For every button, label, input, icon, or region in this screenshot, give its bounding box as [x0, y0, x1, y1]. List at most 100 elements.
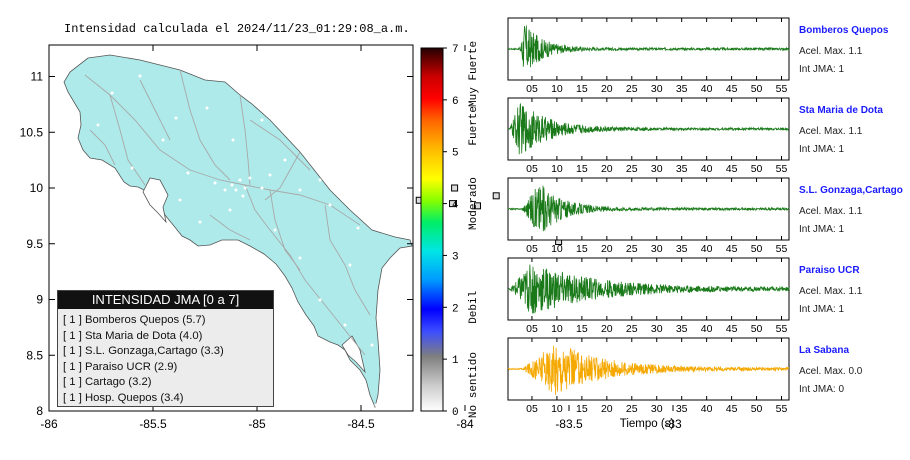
waveform-trace [507, 264, 790, 314]
scale-tick-label: 0 [452, 407, 459, 419]
golfo-dulce [341, 335, 366, 374]
map-x-tick-label: -85 [248, 417, 266, 431]
scale-tick-label: 4 [452, 200, 459, 212]
station-marker [451, 184, 459, 192]
station-jma-intensity: Int JMA: 1 [799, 144, 845, 155]
map-y-tick-label: 10 [30, 181, 44, 195]
scale-category-label: No sentido [468, 352, 480, 418]
waveform-x-tick-label: 15 [576, 163, 588, 175]
waveform-x-tick-label: 10 [551, 403, 563, 415]
station-name: La Sabana [799, 345, 850, 356]
scale-category-label: Muy Fuerte [468, 41, 480, 107]
waveform-x-tick-label: 55 [776, 163, 788, 175]
waveform-x-tick-label: 55 [776, 403, 788, 415]
waveform-x-tick-label: 15 [576, 403, 588, 415]
waveform-x-tick-label: 45 [726, 163, 738, 175]
waveform-x-tick-label: 45 [726, 83, 738, 95]
station-name: S.L. Gonzaga,Cartago [799, 185, 903, 196]
waveform-x-tick-label: 05 [526, 403, 538, 415]
station-jma-intensity: Int JMA: 1 [799, 224, 845, 235]
station-acel-max: Acel. Max. 1.1 [799, 286, 863, 297]
map-x-tick-label: -84.5 [347, 417, 375, 431]
waveform-x-tick-label: 10 [551, 163, 563, 175]
waveform-panels: 05 10 15 20 25 30 35 40 45 50 55 05 10 15 20 25 30 35 40 45… [507, 17, 790, 415]
map-x-tick-label: -83 [664, 417, 682, 431]
waveform-x-tick-label: 55 [776, 323, 788, 335]
map-x-tick-label: -84 [456, 417, 474, 431]
map-y-tick-label: 10.5 [20, 125, 44, 139]
waveform-x-tick-label: 30 [651, 163, 663, 175]
waveform-trace [507, 102, 790, 155]
intensity-legend: INTENSIDAD JMA [0 a 7] [ 1 ] Bomberos Qu… [57, 290, 274, 407]
scale-tick-label: 7 [452, 44, 459, 56]
waveform-x-tick-label: 45 [726, 323, 738, 335]
station-acel-max: Acel. Max. 0.0 [799, 366, 863, 377]
waveform-x-tick-label: 05 [526, 323, 538, 335]
map-title: Intensidad calculada el 2024/11/23_01:29… [64, 22, 410, 36]
legend-list: [ 1 ] Bomberos Quepos (5.7) [ 1 ] Sta Ma… [63, 313, 273, 406]
waveform-x-tick-label: 40 [701, 83, 713, 95]
scale-tick-label: 2 [452, 303, 459, 315]
station-acel-max: Acel. Max. 1.1 [799, 206, 863, 217]
waveform-x-tick-label: 05 [526, 163, 538, 175]
waveform-x-tick-label: 45 [726, 403, 738, 415]
station-marker [492, 192, 500, 200]
waveform-trace [507, 345, 790, 396]
color-scale-ticks: 0 1 2 3 4 5 6 7 [443, 44, 459, 419]
waveform-trace [507, 25, 790, 68]
waveform-x-tick-label: 50 [751, 83, 763, 95]
waveform-x-tick-label: 15 [576, 323, 588, 335]
station-jma-intensity: Int JMA: 1 [799, 64, 845, 75]
waveform-x-tick-label: 40 [701, 163, 713, 175]
waveform-x-tick-label: 45 [726, 243, 738, 255]
legend-item: [ 1 ] Paraiso UCR (2.9) [63, 360, 178, 373]
scale-category-label: Fuerte [468, 106, 480, 146]
waveform-x-tick-label: 25 [626, 83, 638, 95]
map-x-tick-label: -85.5 [139, 417, 167, 431]
waveform-x-tick-label: 30 [651, 403, 663, 415]
waveform-x-tick-label: 10 [551, 243, 563, 255]
waveform-x-tick-label: 25 [626, 243, 638, 255]
waveform-x-tick-label: 50 [751, 403, 763, 415]
map-y-tick-label: 11 [31, 70, 44, 84]
waveform-x-tick-label: 25 [626, 403, 638, 415]
waveform-panel: 05 10 15 20 25 30 35 40 45 50 55 [507, 177, 790, 255]
waveform-x-tick-label: 35 [676, 83, 688, 95]
waveform-x-tick-label: 10 [551, 83, 563, 95]
map-y-tick-label: 9 [36, 293, 43, 307]
legend-item: [ 1 ] S.L. Gonzaga,Cartago (3.3) [63, 345, 224, 357]
waveform-x-tick-label: 20 [601, 243, 613, 255]
waveform-x-tick-label: 55 [776, 83, 788, 95]
station-marker [473, 202, 481, 210]
jma-color-bar [420, 47, 444, 412]
scale-tick-label: 1 [452, 355, 459, 367]
station-marker [449, 200, 457, 208]
waveform-x-tick-label: 30 [651, 243, 663, 255]
station-name: Sta Maria de Dota [799, 105, 883, 116]
waveform-panel: 05 10 15 20 25 30 35 40 45 50 55 [507, 17, 790, 95]
waveform-x-tick-label: 40 [701, 323, 713, 335]
waveform-x-axis-label: Tiempo (s) [620, 418, 675, 430]
waveform-x-tick-label: 20 [601, 163, 613, 175]
waveform-x-tick-label: 55 [776, 243, 788, 255]
waveform-x-tick-label: 05 [526, 243, 538, 255]
waveform-x-tick-label: 35 [676, 163, 688, 175]
waveform-x-tick-label: 50 [751, 163, 763, 175]
waveform-panel: 05 10 15 20 25 30 35 40 45 50 55 [507, 337, 790, 415]
station-acel-max: Acel. Max. 1.1 [799, 126, 863, 137]
waveform-x-tick-label: 35 [676, 403, 688, 415]
waveform-x-tick-label: 30 [651, 83, 663, 95]
station-name: Bomberos Quepos [799, 25, 889, 36]
map-y-tick-label: 8 [36, 404, 43, 418]
waveform-x-tick-label: 40 [701, 403, 713, 415]
road-network [84, 69, 371, 356]
waveform-x-tick-label: 25 [626, 163, 638, 175]
legend-item: [ 1 ] Hosp. Quepos (3.4) [63, 391, 184, 404]
waveform-x-tick-label: 50 [751, 243, 763, 255]
waveform-x-tick-label: 15 [576, 243, 588, 255]
city-markers [96, 74, 378, 407]
legend-item: [ 1 ] Cartago (3.2) [63, 376, 152, 388]
waveform-x-tick-label: 25 [626, 323, 638, 335]
